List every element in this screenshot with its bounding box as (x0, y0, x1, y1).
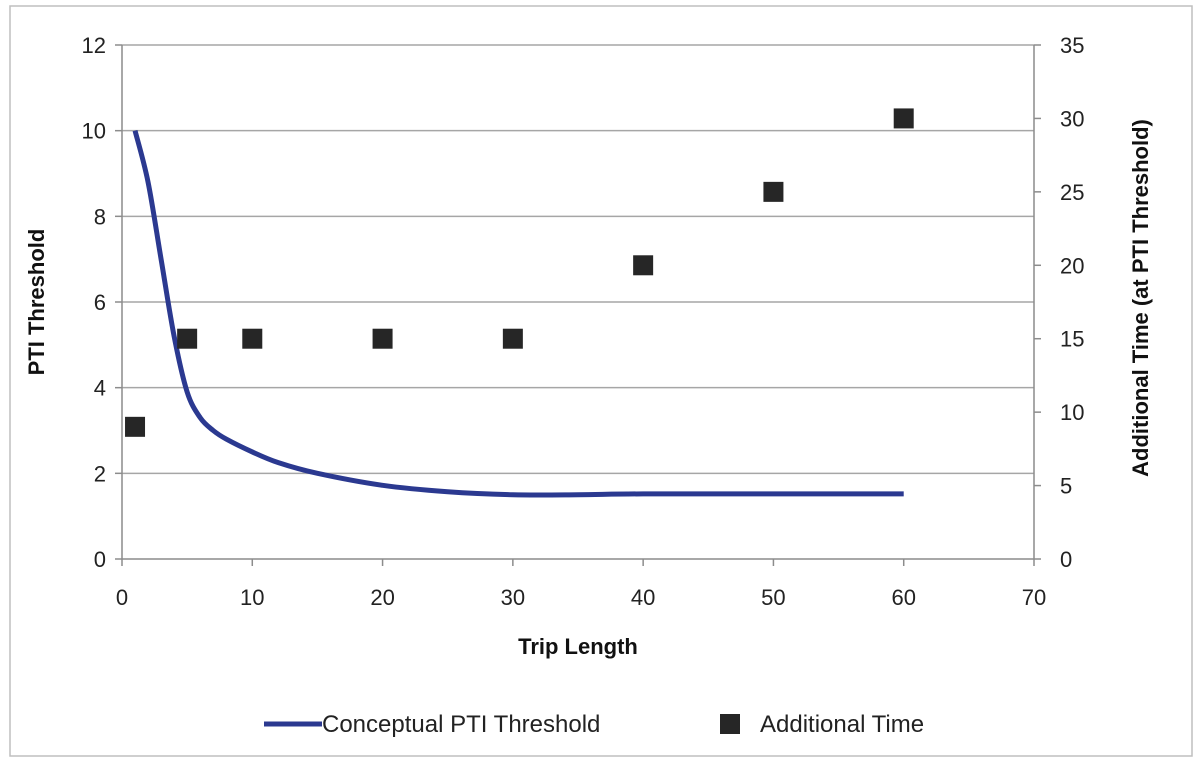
scatter-point-additional-time (633, 255, 654, 276)
scatter-point-additional-time (502, 328, 523, 349)
x-tick-label: 20 (370, 585, 394, 610)
x-tick-label: 40 (631, 585, 655, 610)
y-right-tick-label: 25 (1060, 180, 1084, 205)
y-left-tick-label: 6 (94, 290, 106, 315)
x-tick-label: 10 (240, 585, 264, 610)
x-tick-label: 0 (116, 585, 128, 610)
y-right-tick-label: 20 (1060, 253, 1084, 278)
legend-label-pti-threshold: Conceptual PTI Threshold (322, 711, 600, 738)
y-left-tick-label: 12 (82, 33, 106, 58)
scatter-point-additional-time (177, 328, 198, 349)
axis-layer: 0 2 4 6 8 10 12 0 5 10 15 20 25 30 35 0 10 20 30 40 50 60 70 (82, 33, 1085, 610)
y-right-tick-label: 15 (1060, 327, 1084, 352)
scatter-point-additional-time (372, 328, 393, 349)
series-line-pti-threshold (132, 130, 904, 498)
y-right-tick-label: 0 (1060, 547, 1072, 572)
scatter-point-additional-time (893, 108, 914, 129)
scatter-point-additional-time (125, 416, 146, 437)
x-tick-label: 30 (501, 585, 525, 610)
x-tick-label: 60 (891, 585, 915, 610)
series-layer (125, 108, 914, 498)
y-right-tick-label: 35 (1060, 33, 1084, 58)
y-left-tick-label: 4 (94, 376, 106, 401)
y-right-tick-label: 30 (1060, 106, 1084, 131)
y-left-tick-label: 8 (94, 204, 106, 229)
scatter-point-additional-time (763, 181, 784, 202)
y-right-tick-label: 10 (1060, 400, 1084, 425)
y-left-tick-label: 2 (94, 461, 106, 486)
y-left-tick-label: 0 (94, 547, 106, 572)
label-layer: Trip Length PTI Threshold Additional Tim… (24, 119, 1153, 659)
scatter-point-additional-time (242, 328, 263, 349)
y-left-axis-title: PTI Threshold (24, 229, 49, 376)
y-right-tick-label: 5 (1060, 474, 1072, 499)
legend: Conceptual PTI Threshold Additional Time (264, 711, 924, 738)
x-tick-label: 70 (1022, 585, 1046, 610)
grid-layer (122, 44, 1034, 475)
y-right-axis-title: Additional Time (at PTI Threshold) (1128, 119, 1153, 477)
x-axis-title: Trip Length (518, 634, 638, 659)
y-left-tick-label: 10 (82, 119, 106, 144)
legend-label-additional-time: Additional Time (760, 711, 924, 738)
legend-swatch-square (720, 714, 740, 734)
x-tick-label: 50 (761, 585, 785, 610)
